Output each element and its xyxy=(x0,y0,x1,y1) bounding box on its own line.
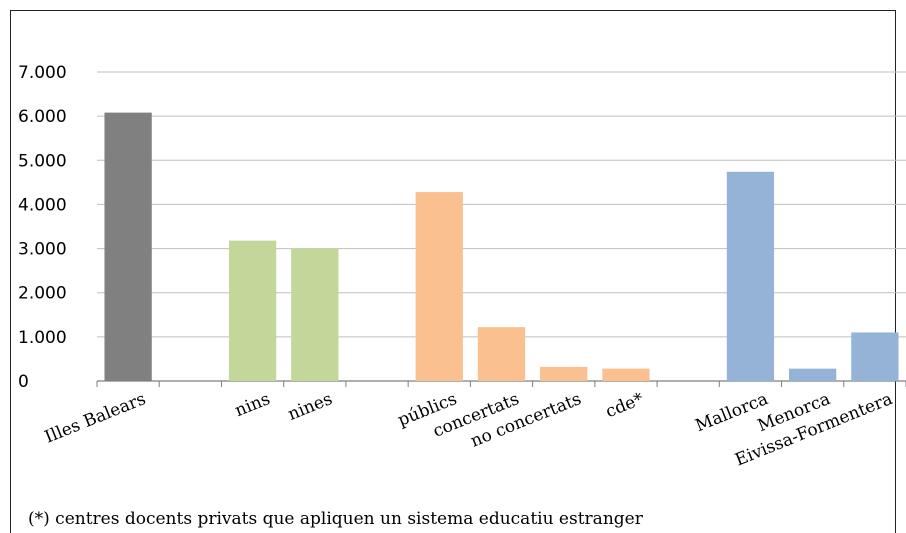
y-tick-label: 3.000 xyxy=(18,240,67,260)
bar xyxy=(415,192,463,381)
y-tick-label: 1.000 xyxy=(18,328,67,348)
bar xyxy=(291,248,339,381)
y-tick-label: 6.000 xyxy=(18,107,67,127)
bar xyxy=(228,240,277,381)
x-tick-label: nines xyxy=(285,389,335,425)
y-tick-label: 4.000 xyxy=(18,195,67,215)
x-tick-label: nins xyxy=(232,389,273,421)
x-tick-label: cde* xyxy=(603,389,647,422)
bar xyxy=(789,368,837,381)
y-tick-label: 7.000 xyxy=(18,63,67,83)
y-tick-label: 0 xyxy=(18,372,29,392)
x-tick-label: Illes Balears xyxy=(42,389,149,448)
footnote: (*) centres docents privats que apliquen… xyxy=(28,509,643,529)
y-tick-label: 2.000 xyxy=(18,284,67,304)
bar xyxy=(726,171,775,381)
bar xyxy=(540,366,588,381)
y-tick-label: 5.000 xyxy=(18,151,67,171)
bar xyxy=(602,368,650,381)
bar xyxy=(477,327,526,381)
bar xyxy=(104,112,152,382)
bar xyxy=(851,332,899,381)
